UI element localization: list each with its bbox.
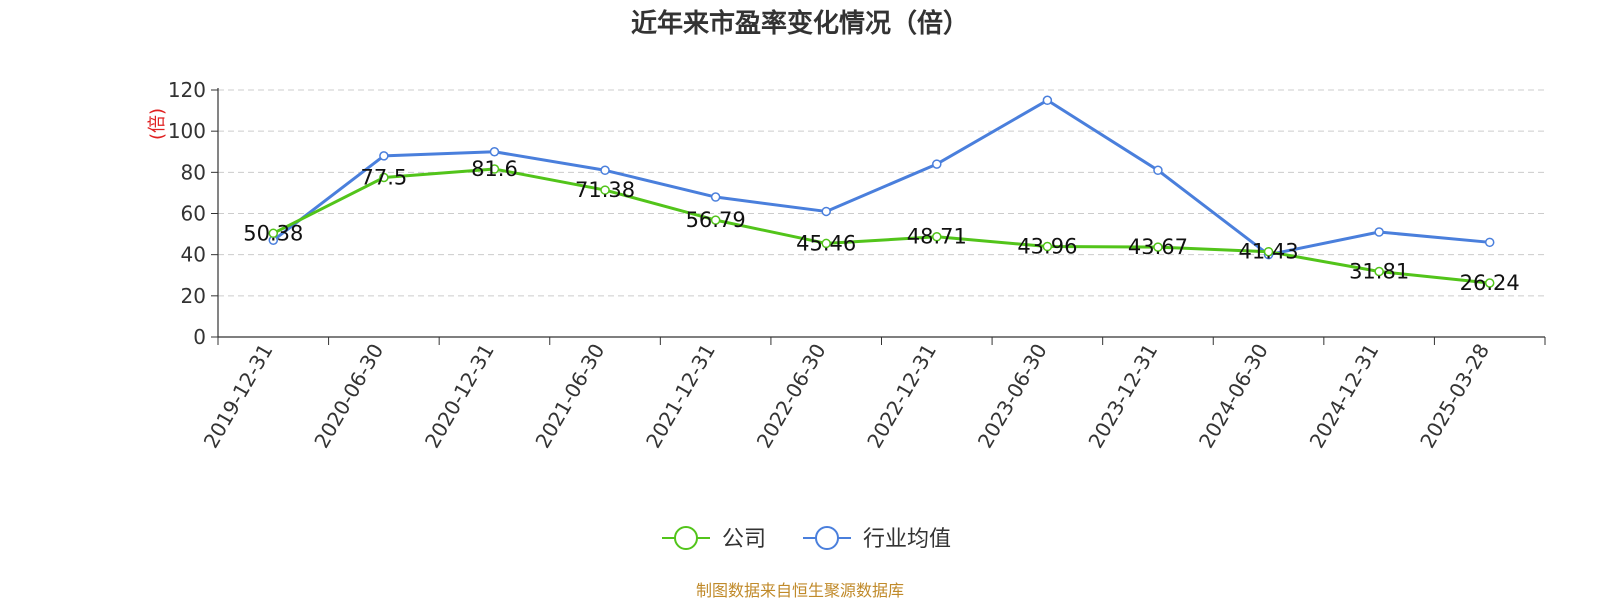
data-point: [1484, 278, 1495, 288]
data-point: [1484, 237, 1495, 248]
data-label: 81.6: [471, 157, 518, 181]
data-point: [379, 172, 389, 183]
data-point: [1042, 95, 1053, 106]
x-tick-label: 2024-06-30: [1194, 340, 1273, 453]
y-axis-unit: (倍): [147, 108, 168, 140]
legend-marker: [815, 526, 839, 550]
data-label: 31.81: [1349, 260, 1409, 284]
series-layer: 50.38 77.5 81.6 71.38 56.79 45.46 48.71 43.96 43…: [243, 95, 1520, 295]
data-point: [1042, 241, 1053, 252]
x-tick-label: 2022-12-31: [862, 340, 941, 453]
data-point: [710, 192, 721, 202]
y-tick-label: 0: [193, 325, 206, 349]
y-tick-label: 40: [181, 243, 206, 267]
x-tick-label: 2019-12-31: [199, 340, 278, 453]
x-tick-label: 2024-12-31: [1305, 340, 1384, 453]
source-note: 制图数据来自恒生聚源数据库: [696, 581, 904, 600]
chart-title: 近年来市盈率变化情况（倍）: [631, 8, 969, 39]
legend-item-1[interactable]: 行业均值: [803, 526, 951, 552]
data-label: 50.38: [243, 221, 303, 245]
y-tick-label: 80: [181, 160, 206, 184]
data-point: [600, 165, 610, 176]
data-label: 56.79: [686, 208, 746, 232]
x-tick-label: 2021-06-30: [530, 340, 609, 453]
data-point: [489, 147, 500, 157]
data-point: [821, 206, 831, 217]
data-label: 77.5: [360, 165, 407, 189]
data-label: 71.38: [575, 178, 635, 202]
data-point: [710, 215, 721, 225]
legend-label: 行业均值: [863, 527, 951, 552]
x-tick-label: 2020-12-31: [420, 340, 499, 453]
data-point: [1263, 246, 1274, 257]
data-label: 26.24: [1460, 271, 1520, 295]
legend-marker: [674, 526, 698, 550]
data-label: 43.96: [1017, 235, 1077, 259]
data-point: [600, 185, 610, 195]
y-tick-label: 100: [168, 119, 206, 143]
data-label: 45.46: [796, 231, 856, 255]
x-tick-label: 2022-06-30: [752, 340, 831, 453]
legend-item-0[interactable]: 公司: [662, 526, 766, 552]
x-tick-label: 2020-06-30: [309, 340, 388, 453]
y-tick-label: 120: [168, 78, 206, 102]
x-tick-label: 2023-12-31: [1083, 340, 1162, 453]
data-point: [932, 159, 942, 169]
y-tick-label: 20: [181, 284, 206, 308]
data-point: [1153, 165, 1163, 176]
data-point: [1153, 242, 1163, 252]
data-point: [379, 151, 389, 161]
data-point: [489, 164, 500, 174]
series-line-1: [272, 98, 1490, 257]
data-label: 43.67: [1128, 235, 1188, 259]
x-tick-label: 2023-06-30: [973, 340, 1052, 453]
data-point: [932, 231, 942, 242]
data-label: 41.43: [1238, 240, 1298, 264]
data-point: [1374, 227, 1384, 237]
legend-label: 公司: [722, 527, 766, 552]
data-point: [821, 238, 831, 249]
data-label: 48.71: [907, 225, 967, 249]
y-tick-label: 60: [181, 202, 206, 226]
series-line-0: [272, 167, 1490, 285]
legend[interactable]: 公司 行业均值: [662, 526, 951, 552]
x-tick-label: 2021-12-31: [641, 340, 720, 453]
data-point: [1374, 266, 1384, 277]
data-point: [268, 228, 279, 239]
x-tick-label: 2025-03-28: [1415, 340, 1494, 453]
